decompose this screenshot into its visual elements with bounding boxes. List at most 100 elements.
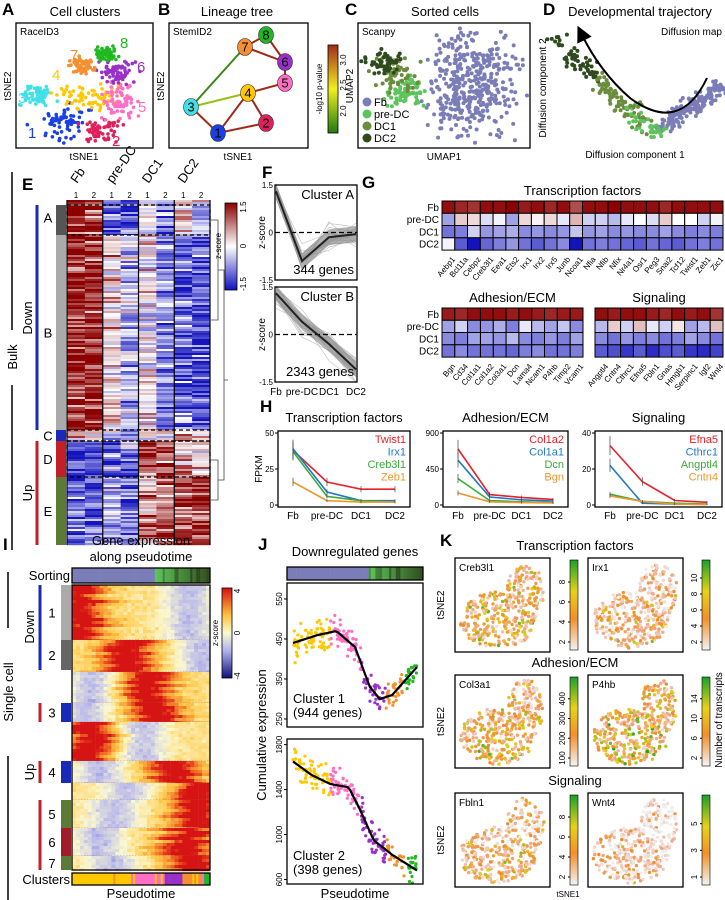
- cell-point-dc1: [613, 108, 618, 113]
- heatmap-cell: [166, 594, 171, 598]
- cell-point-cluster-2: [93, 128, 97, 132]
- heatmap-cell: [174, 529, 193, 532]
- heatmap-cell: [156, 531, 175, 534]
- cell-point-dc2: [394, 67, 399, 72]
- heatmap-cell: [84, 467, 104, 470]
- heatmap-cell: [202, 643, 207, 647]
- cell-point-fb: [502, 66, 506, 71]
- heatmap-cell: [102, 487, 121, 490]
- heatmap-cell: [174, 495, 193, 498]
- heatmap-cell: [206, 594, 211, 598]
- heatmap-cell: [111, 646, 116, 650]
- y-tick-label: 20: [582, 465, 591, 474]
- heatmap-cell: [492, 225, 507, 239]
- heatmap-cell: [154, 624, 159, 628]
- cell-point-fb: [494, 47, 499, 52]
- heatmap-cell: [83, 603, 88, 607]
- heatmap-cell: [107, 603, 112, 607]
- heatmap-cell: [156, 387, 175, 390]
- heatmap-cell: [192, 303, 211, 306]
- heatmap-cell: [102, 493, 121, 496]
- heatmap-cell: [192, 337, 211, 340]
- heatmap-cell: [143, 661, 148, 665]
- heatmap-cell: [75, 684, 81, 688]
- heatmap-cell: [84, 283, 104, 286]
- heatmap-cell: [556, 332, 571, 346]
- heatmap-cell: [135, 693, 140, 697]
- heatmap-cell: [84, 430, 104, 433]
- heatmap-cell: [174, 397, 193, 400]
- heatmap-cell: [91, 703, 96, 707]
- heatmap-cell: [107, 693, 112, 697]
- heatmap-cell: [135, 627, 140, 631]
- heatmap-cell: [441, 332, 456, 346]
- heatmap-cell: [174, 315, 193, 318]
- heatmap-cell: [123, 658, 128, 662]
- cell-point-fb: [453, 113, 458, 118]
- heatmap-cell: [135, 633, 140, 637]
- heatmap-cell: [505, 307, 520, 321]
- heatmap-cell: [162, 693, 167, 697]
- heatmap-cell: [138, 539, 157, 542]
- cell-point-dc2: [549, 36, 554, 41]
- y-tick-label: 50: [265, 429, 274, 438]
- cell-point-dc1: [622, 114, 627, 119]
- heatmap-cell: [154, 658, 159, 662]
- heatmap-cell: [95, 621, 100, 625]
- heatmap-cell: [107, 615, 112, 619]
- heatmap-cell: [67, 391, 86, 394]
- cell-point-fb: [476, 93, 481, 98]
- cell-point-cluster-6: [120, 73, 125, 78]
- heatmap-cell: [154, 612, 159, 616]
- heatmap-cell: [119, 633, 124, 637]
- heatmap-cell: [143, 709, 148, 713]
- heatmap-cell: [198, 661, 203, 665]
- heatmap-cell: [156, 455, 175, 458]
- heatmap-cell: [186, 681, 191, 685]
- heatmap-cell: [156, 527, 175, 530]
- heatmap-cell: [102, 301, 121, 304]
- heatmap-cell: [75, 655, 81, 659]
- heatmap-cell: [102, 393, 121, 396]
- heatmap-cell: [123, 703, 128, 707]
- heatmap-cell: [154, 627, 159, 631]
- heatmap-cell: [120, 351, 139, 354]
- heatmap-cell: [131, 706, 136, 710]
- heatmap-cell: [139, 630, 144, 634]
- heatmap-cell: [174, 501, 193, 504]
- heatmap-cell: [178, 649, 183, 653]
- heatmap-cell: [120, 377, 139, 380]
- cell-point-dc2: [560, 43, 565, 48]
- cell-point-dc2: [376, 70, 381, 75]
- heatmap-cell: [467, 344, 481, 358]
- cell-point-cluster-6: [100, 75, 105, 80]
- heatmap-cell: [107, 600, 112, 604]
- heatmap-cell: [174, 210, 193, 213]
- heatmap-cell: [632, 319, 647, 334]
- heatmap-cell: [192, 483, 211, 486]
- heatmap-cell: [138, 432, 157, 435]
- heatmap-cell: [174, 485, 193, 488]
- heatmap-cell: [75, 699, 81, 703]
- heatmap-cell: [174, 445, 193, 448]
- heatmap-cell: [131, 661, 136, 665]
- cell-point-cluster-1: [59, 117, 63, 122]
- heatmap-cell: [138, 395, 157, 398]
- cell-point-pre-dc: [394, 101, 399, 106]
- heatmap-cell: [150, 687, 156, 691]
- heatmap-cell: [166, 699, 171, 703]
- heatmap-cell: [102, 419, 121, 422]
- heatmap-cell: [156, 311, 175, 314]
- cell-point-dc2: [385, 65, 390, 70]
- heatmap-cell: [505, 332, 520, 346]
- heatmap-cell: [67, 259, 86, 262]
- heatmap-cell: [174, 675, 179, 679]
- heatmap-cell: [190, 624, 195, 628]
- cell-point-dc1: [597, 91, 602, 95]
- heatmap-cell: [192, 237, 211, 240]
- heatmap-cell: [192, 487, 211, 490]
- cell-point-cluster-1: [62, 112, 66, 116]
- heatmap-cell: [146, 606, 152, 610]
- cell-point-fb: [436, 135, 441, 140]
- node-label: 7: [241, 40, 248, 55]
